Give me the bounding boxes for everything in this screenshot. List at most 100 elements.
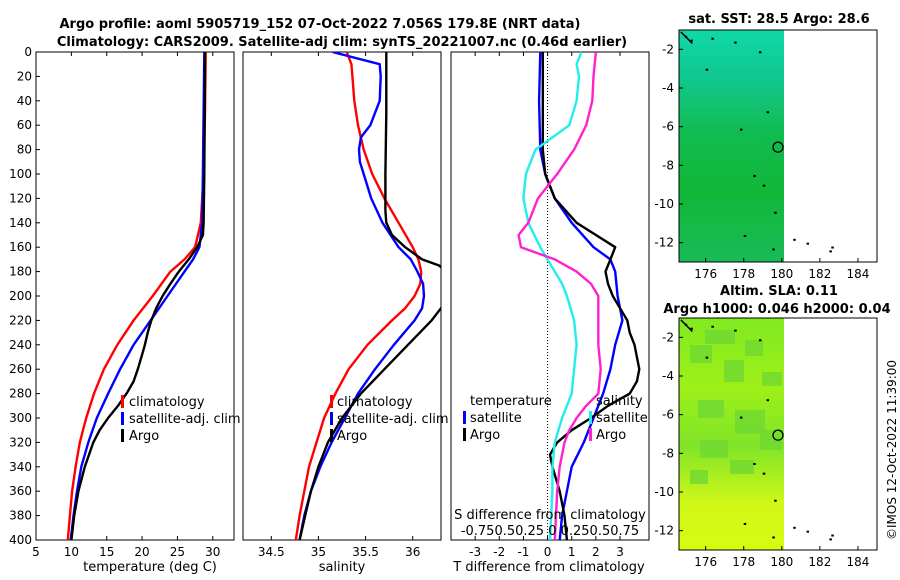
s-difference-label: S difference from climatology: [454, 508, 646, 523]
map-x-tick-label: 184: [847, 267, 870, 281]
difference-panel: -3 -2 -1 0 1 2 3 S difference from climatology…: [450, 51, 650, 575]
x-tick-label: 10: [64, 545, 79, 559]
y-tick-label: 140: [9, 216, 32, 230]
sla-patch: [705, 330, 735, 344]
salinity-xlabel: salinity: [319, 560, 366, 575]
y-tick-label: 0: [24, 45, 32, 59]
island: [831, 534, 834, 537]
difference-axes: [450, 51, 650, 541]
y-tick-label: 360: [9, 484, 32, 498]
legend-label-argo: Argo: [129, 429, 159, 444]
island: [743, 234, 747, 237]
sst-map-panel: sat. SST: 28.5 Argo: 28.6 176 178 180 182 18…: [654, 12, 878, 281]
island: [774, 499, 777, 502]
y-tick-label: 100: [9, 167, 32, 181]
map-y-tick-label: -8: [662, 158, 674, 172]
sla-map-frame: [678, 317, 878, 551]
legend-swatch-satellite: [330, 412, 333, 425]
sla-map-axes: 176 178 180 182 184 -2 -4 -6 -8 -10 -12: [654, 330, 869, 569]
y-tick-label: 40: [17, 94, 32, 108]
sla-patch: [690, 345, 712, 363]
legend-label-t-satellite: satellite: [470, 411, 522, 426]
y-tick-label: 180: [9, 265, 32, 279]
map-y-tick-label: -12: [654, 524, 674, 538]
island: [711, 37, 714, 40]
island: [739, 416, 743, 419]
map-x-tick-label: 182: [808, 555, 831, 569]
map-x-tick-label: 178: [732, 267, 755, 281]
map-x-tick-label: 182: [808, 267, 831, 281]
map-x-tick-label: 184: [847, 555, 870, 569]
x-tick-label: 36: [405, 545, 420, 559]
sst-map-axes: 176 178 180 182 184 -2 -4 -6 -8 -10 -12: [654, 42, 869, 281]
x-tick-label: 0: [544, 545, 552, 559]
legend-label-argo: Argo: [337, 429, 367, 444]
y-tick-label: 80: [17, 143, 32, 157]
map-x-tick-label: 176: [694, 555, 717, 569]
island: [711, 325, 714, 328]
island: [772, 248, 775, 251]
temperature-axes: [35, 51, 235, 541]
sst-islands: [680, 31, 834, 253]
island: [831, 246, 834, 249]
island: [793, 526, 796, 529]
series-line-satellite-adj-clim: [69, 52, 206, 540]
island: [829, 538, 832, 541]
legend-label-climatology: climatology: [337, 395, 413, 410]
s-difference-ticks: -0.750.50.25 0 0.250.50.75: [461, 524, 639, 539]
x-tick-label: -2: [493, 545, 505, 559]
map-x-tick-label: 180: [770, 555, 793, 569]
map-y-tick-label: -12: [654, 236, 674, 250]
sla-map-subtitle: Argo h1000: 0.046 h2000: 0.04: [663, 302, 890, 317]
map-y-tick-label: -4: [662, 369, 674, 383]
y-tick-label: 280: [9, 387, 32, 401]
island: [772, 536, 775, 539]
legend-label-s-satellite: satellite: [596, 411, 648, 426]
island: [739, 128, 743, 131]
series-line-satellite-adj-clim: [298, 52, 426, 540]
x-tick-label: 15: [99, 545, 114, 559]
temperature-xlabel: temperature (deg C): [83, 560, 217, 575]
island: [690, 327, 693, 330]
map-x-tick-label: 178: [732, 555, 755, 569]
sla-patch: [698, 400, 724, 418]
x-tick-label: 34.5: [258, 545, 285, 559]
y-tick-label: 240: [9, 338, 32, 352]
island: [774, 211, 777, 214]
sla-map-title: Altim. SLA: 0.11: [720, 284, 838, 299]
y-tick-label: 340: [9, 460, 32, 474]
legend-label-satellite: satellite-adj. clim: [129, 412, 241, 427]
legend-label-satellite: satellite-adj. clim: [337, 412, 449, 427]
map-y-tick-label: -10: [654, 197, 674, 211]
legend-label-climatology: climatology: [129, 395, 205, 410]
series-line-argo: [70, 52, 207, 540]
island: [762, 472, 766, 475]
sst-map-frame: [678, 29, 878, 263]
island: [753, 175, 756, 177]
legend-swatch-s-argo: [589, 428, 592, 441]
map-y-tick-label: -2: [662, 330, 674, 344]
temperature-panel: 0 20 40 60 80 100 120 140 160 180 200 220 240 260 280 3…: [9, 45, 241, 575]
argo-location-marker: [772, 429, 784, 441]
sla-patch: [762, 372, 782, 386]
difference-lines: [517, 52, 641, 540]
legend-label-t-argo: Argo: [470, 428, 500, 443]
figure-title-line2: Climatology: CARS2009. Satellite-adj cli…: [57, 35, 627, 50]
y-tick-label: 300: [9, 411, 32, 425]
x-tick-label: 35.5: [352, 545, 379, 559]
legend-swatch-argo: [330, 429, 333, 442]
map-y-tick-label: -6: [662, 120, 674, 134]
sla-patch: [730, 460, 754, 474]
salinity-legend: climatology satellite-adj. clim Argo: [330, 395, 449, 444]
y-tick-label: 20: [17, 69, 32, 83]
series-line-climatology: [294, 52, 423, 540]
island: [743, 522, 747, 525]
island: [734, 41, 737, 44]
difference-x-axis: -3 -2 -1 0 1 2 3: [469, 52, 624, 559]
imos-watermark: ©IMOS 12-Oct-2022 11:39:00: [885, 360, 899, 540]
island: [766, 399, 770, 402]
x-tick-label: 5: [32, 545, 40, 559]
island: [690, 39, 693, 42]
island: [758, 339, 762, 342]
